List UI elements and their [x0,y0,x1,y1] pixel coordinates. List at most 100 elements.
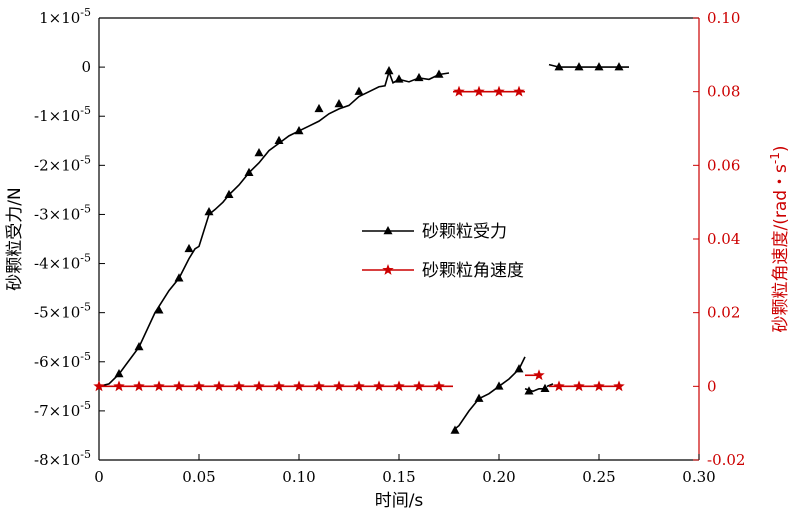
x-tick-label: 0.15 [382,468,415,486]
data-point-triangle [244,167,254,176]
data-point-star [293,380,305,392]
y-left-tick-mult: ×10 [49,402,81,420]
data-point-triangle [494,381,504,390]
data-point-triangle [294,125,304,135]
x-tick-label: 0.10 [282,468,315,486]
data-point-triangle [204,206,214,216]
y-right-tick-label: 0.10 [707,9,740,27]
series-line [546,383,554,388]
y-left-tick-exponent: -5 [80,104,91,117]
y-right-tick-label: 0.02 [707,304,740,322]
y-left-tick-exponent: -5 [80,350,91,363]
data-point-triangle [134,342,144,351]
y-axis-right-title: 砂颗粒角速度/(rad・s-1) [768,145,791,332]
y-left-tick-mantissa: -7 [34,402,49,420]
y-left-tick-label: -2×10-5 [34,153,91,174]
data-point-star [573,380,585,392]
data-point-triangle [254,148,264,157]
data-point-star [113,380,125,392]
x-tick-label: 0.05 [182,468,215,486]
x-tick-label: 0.20 [482,468,515,486]
data-point-star [153,380,165,392]
legend-label-angular: 砂颗粒角速度 [422,261,524,281]
y-left-tick-mult: ×10 [49,255,81,273]
data-point-triangle [274,135,284,145]
legend-marker-star [382,264,394,275]
data-point-triangle [154,305,164,314]
y-right-tick-label: 0 [707,377,717,395]
data-point-star [473,85,485,97]
data-point-star [393,380,405,392]
y-left-tick-mantissa: 0 [81,58,91,76]
data-point-star [313,380,325,392]
series-layer [93,62,629,434]
data-point-triangle [184,243,194,253]
axes: 0 0.05 0.10 0.15 0.20 0.25 0.30时间/s1×10-50-1×1… [5,6,791,511]
series-line [98,69,450,388]
y-left-tick-mult: ×10 [49,451,81,469]
data-point-star [273,380,285,392]
data-point-triangle [524,386,534,395]
legend-label-force: 砂颗粒受力 [422,222,507,242]
y-left-tick-label: 1×10-5 [39,6,91,27]
data-point-triangle [514,364,524,373]
data-point-triangle [540,383,550,393]
y-axis-right-title-main: 砂颗粒角速度/(rad・s [771,164,791,333]
data-point-triangle [594,62,604,71]
data-point-triangle [434,69,444,78]
data-point-triangle [224,189,234,199]
data-point-triangle [414,72,424,82]
y-left-tick-label: -3×10-5 [34,202,91,223]
x-tick-label: 0.30 [682,468,715,486]
y-right-tick-label: 0.08 [707,83,740,101]
x-tick-label: 0 [94,468,104,486]
data-point-triangle [394,74,404,83]
y-left-tick-label: -5×10-5 [34,301,91,322]
data-point-triangle [314,103,324,113]
y-left-tick-mantissa: -8 [34,451,49,469]
y-right-tick-label: 0.04 [707,230,740,248]
data-point-star [433,380,445,392]
series-line [452,356,526,432]
y-left-tick-exponent: -5 [80,301,91,314]
y-left-tick-mult: ×10 [49,205,81,223]
y-left-tick-mantissa: 1 [39,9,49,27]
y-left-tick-mantissa: -5 [34,304,49,322]
data-point-triangle [574,62,584,71]
legend-marker-triangle [383,226,393,235]
data-point-star [553,380,565,392]
data-point-star [593,380,605,392]
data-point-star [493,85,505,97]
data-point-triangle [114,369,124,378]
data-point-triangle [174,273,184,282]
y-left-tick-exponent: -5 [80,153,91,166]
y-left-tick-label: -8×10-5 [34,448,91,469]
data-point-triangle [614,62,624,71]
data-point-star [413,380,425,392]
y-left-tick-mult: ×10 [49,107,81,125]
data-point-star [253,380,265,392]
x-axis-title: 时间/s [375,491,424,511]
y-left-tick-label: -1×10-5 [34,104,91,125]
data-point-triangle [474,393,484,402]
y-axis-left-title: 砂颗粒受力/N [5,187,25,290]
data-point-triangle [384,66,394,75]
data-point-star [213,380,225,392]
y-right-tick-label: -0.02 [707,451,745,469]
y-left-tick-mantissa: -1 [34,107,49,125]
y-left-tick-mult: ×10 [49,353,81,371]
series-0 [98,62,629,434]
y-left-tick-label: -7×10-5 [34,399,91,420]
y-left-tick-exponent: -5 [80,252,91,265]
y-left-tick-mantissa: -3 [34,205,49,223]
y-axis-right-title-sup: -1 [768,152,782,164]
y-left-tick-mult: ×10 [49,304,81,322]
data-point-star [333,380,345,392]
data-point-triangle [554,62,564,71]
x-tick-label: 0.25 [582,468,615,486]
data-point-triangle [354,86,364,95]
y-left-tick-exponent: -5 [80,448,91,461]
y-axis-right-title-close: ) [771,145,791,152]
